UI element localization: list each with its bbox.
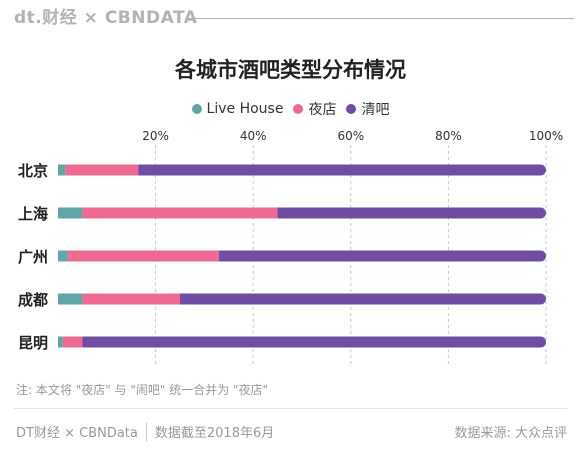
- x-tick-label-3: 80%: [435, 129, 462, 143]
- bar-3-0: [58, 293, 83, 305]
- chart-title: 各城市酒吧类型分布情况: [175, 58, 406, 82]
- legend-swatch-1: [293, 104, 304, 114]
- footer-divider: [14, 408, 567, 409]
- footer-source: 数据来源: 大众点评: [454, 426, 567, 441]
- footer-separator: [145, 422, 147, 441]
- bar-0-1: [65, 164, 139, 176]
- bar-3-2: [180, 293, 191, 305]
- bar-1-2: [277, 207, 289, 219]
- legend-label-2: 清吧: [361, 102, 390, 118]
- bar-4-2: [82, 336, 94, 348]
- bar-2-2: [219, 250, 231, 262]
- bar-0-0: [58, 164, 66, 176]
- bar-0-2-cap: [138, 164, 546, 176]
- brand-rule: [187, 18, 574, 19]
- brand-logo: dt.财经 × CBNDATA: [14, 8, 198, 28]
- bar-4-2-cap: [82, 336, 547, 348]
- bar-2-0: [58, 250, 68, 262]
- x-tick-label-1: 40%: [240, 129, 267, 143]
- legend-item-0: Live House: [191, 101, 284, 117]
- x-tick-label-0: 20%: [142, 129, 169, 143]
- footer-date: 数据截至2018年6月: [154, 426, 275, 441]
- legend-label-1: 夜店: [308, 102, 337, 118]
- bar-4-1: [62, 336, 83, 348]
- legend-item-1: 夜店: [293, 99, 336, 119]
- bar-3-2-cap: [180, 293, 546, 305]
- legend-item-2: 清吧: [346, 99, 389, 119]
- bar-1-2-cap: [277, 207, 546, 219]
- chart-note: 注: 本文将 "夜店" 与 "闹吧" 统一合并为 "夜店": [16, 383, 269, 397]
- category-label-3: 成都: [18, 291, 48, 309]
- bar-1-1: [82, 207, 278, 219]
- chart-legend: Live House 夜店 清吧: [0, 99, 581, 119]
- bar-4-0: [58, 336, 63, 348]
- legend-swatch-2: [346, 104, 357, 114]
- brand-header: dt.财经 × CBNDATA: [14, 6, 574, 30]
- legend-swatch-0: [191, 104, 202, 114]
- footer: DT财经 × CBNData 数据截至2018年6月 数据来源: 大众点评: [16, 418, 567, 442]
- category-label-4: 昆明: [18, 334, 48, 352]
- legend-label-0: Live House: [206, 101, 284, 117]
- bar-2-1: [67, 250, 220, 262]
- bar-1-0: [58, 207, 83, 219]
- x-tick-label-4: 100%: [529, 129, 563, 143]
- category-label-2: 广州: [18, 248, 48, 266]
- x-tick-label-2: 60%: [337, 129, 364, 143]
- category-label-1: 上海: [18, 205, 48, 223]
- bar-0-2: [138, 164, 150, 176]
- footer-brand: DT财经 × CBNData: [16, 426, 138, 441]
- bar-3-1: [82, 293, 180, 305]
- bar-2-2-cap: [219, 250, 547, 262]
- category-label-0: 北京: [18, 162, 48, 180]
